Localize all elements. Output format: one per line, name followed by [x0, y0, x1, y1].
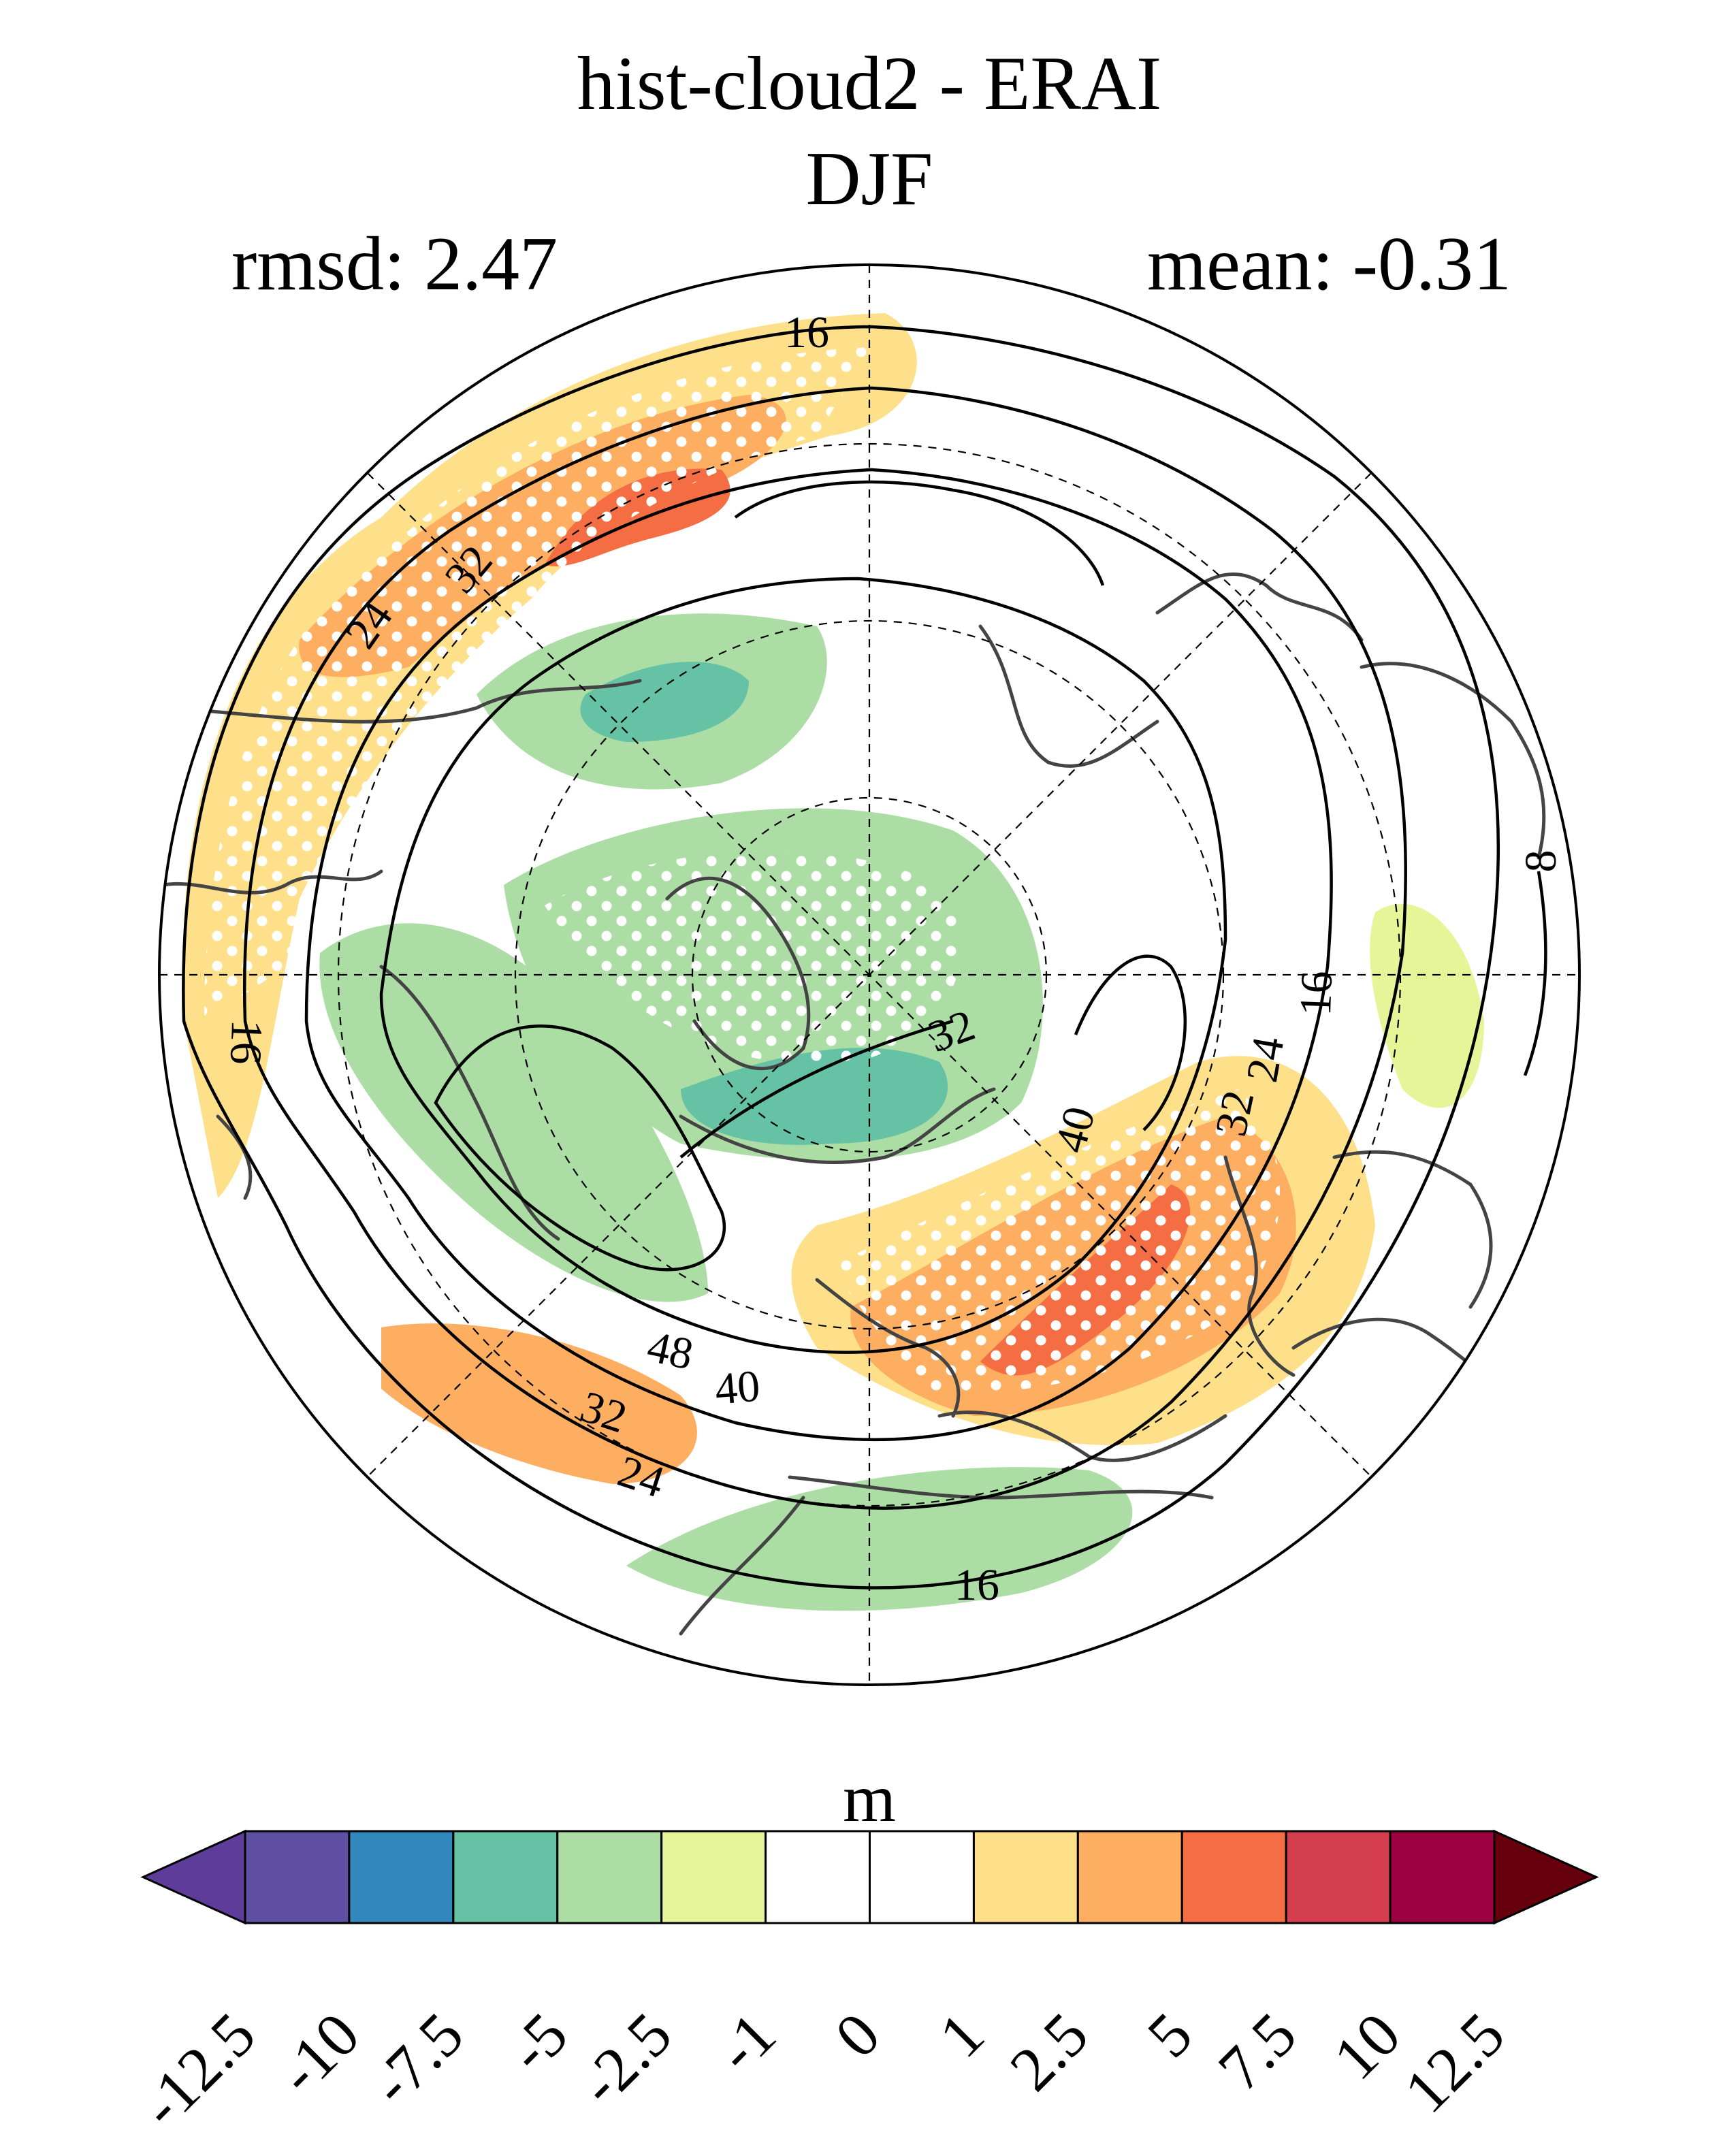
colorbar-extend-high — [1493, 1829, 1599, 1925]
colorbar-tick-label: -7.5 — [357, 1999, 477, 2118]
contour-label: 40 — [713, 1361, 762, 1414]
title-line1: hist-cloud2 - ERAI — [577, 42, 1162, 126]
colorbar-unit: m — [843, 1760, 896, 1836]
colorbar-box — [972, 1830, 1079, 1924]
colorbar-box — [556, 1830, 663, 1924]
contour-label: 16 — [784, 308, 829, 357]
graticule — [159, 265, 1579, 1685]
colorbar-tick-label: 7.5 — [1205, 1999, 1309, 2103]
negative-anomaly-north-america — [319, 923, 708, 1302]
colorbar-box — [1389, 1830, 1496, 1924]
colorbar-tick-label: 0 — [822, 1999, 893, 2071]
colorbar-box — [244, 1830, 351, 1924]
coastlines — [161, 572, 1546, 1636]
colorbar-box — [869, 1830, 975, 1924]
mean-label: mean: -0.31 — [1147, 222, 1511, 306]
colorbar-box — [348, 1830, 455, 1924]
colorbar-tick-label: -12.5 — [127, 1999, 269, 2130]
colorbar-extend-low — [140, 1829, 246, 1925]
contour-label: 16 — [221, 1018, 272, 1065]
colorbar-tick-label: -10 — [264, 1999, 372, 2108]
contour-label: 16 — [1291, 970, 1342, 1017]
colorbar-tick-label: 1 — [926, 1999, 997, 2071]
positive-anomaly-north-pacific — [182, 313, 917, 1198]
polar-map: 16 16 16 16 24 24 24 32 32 32 32 40 40 4… — [158, 263, 1581, 1686]
colorbar-box — [1285, 1830, 1392, 1924]
light-anomaly-east — [1370, 903, 1484, 1108]
colorbar-box — [452, 1830, 559, 1924]
colorbar-box — [1076, 1830, 1183, 1924]
stippling-arctic — [545, 850, 961, 1065]
contour-label: 8 — [1516, 850, 1566, 873]
colorbar-tick-label: -2.5 — [566, 1999, 685, 2118]
contours — [182, 325, 1547, 1590]
colorbar-tick-label: 12.5 — [1391, 1999, 1517, 2126]
colorbar-box — [765, 1830, 871, 1924]
colorbar-tick-label: 2.5 — [997, 1999, 1101, 2103]
contour-label: 48 — [643, 1321, 698, 1379]
map-boundary — [158, 263, 1581, 1686]
colorbar-tick-label: 5 — [1134, 1999, 1206, 2071]
contour-label: 32 — [1206, 1086, 1264, 1141]
rmsd-label: rmsd: 2.47 — [231, 222, 558, 306]
title-line2: DJF — [806, 137, 933, 221]
colorbar-boxes — [140, 1829, 1599, 1925]
contour-label: 24 — [1237, 1033, 1293, 1086]
negative-anomaly-arctic-core — [681, 1048, 948, 1145]
stippling-north-pacific — [204, 347, 871, 1021]
colorbar-box — [660, 1830, 767, 1924]
colorbar-box — [1180, 1830, 1287, 1924]
colorbar-tick-label: -1 — [703, 1999, 788, 2085]
contour-label: 16 — [954, 1560, 999, 1610]
